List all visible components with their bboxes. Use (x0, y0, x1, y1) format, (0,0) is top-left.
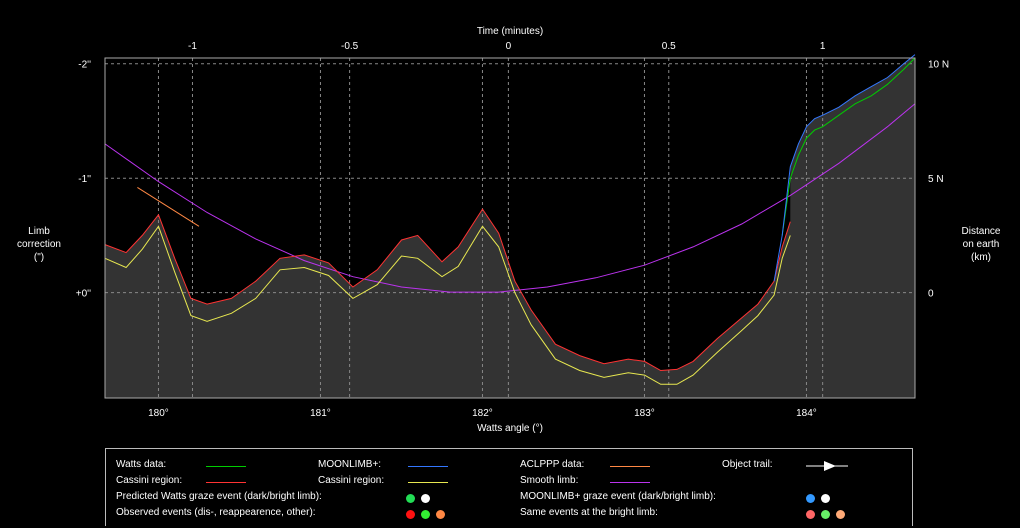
legend-event-dot (421, 510, 430, 519)
left-axis-label-line: correction (17, 239, 61, 250)
right-axis-label: Distance on earth (km) (950, 225, 1012, 264)
time-tick-label: 1 (820, 41, 826, 52)
y-tick-label: -1'' (78, 174, 91, 185)
time-tick-label: 0.5 (662, 41, 676, 52)
legend-same-bright-label: Same events at the bright limb: (520, 507, 658, 518)
legend-box: Watts data: Cassini region: MOONLIMB+: C… (105, 448, 913, 526)
series-line-aclppp (137, 186, 200, 227)
legend-event-dot (436, 510, 445, 519)
right-axis-label-line: on earth (962, 239, 1000, 250)
legend-aclppp-label: ACLPPP data: (520, 459, 585, 470)
time-tick-label: -1 (188, 41, 197, 52)
legend-event-dot (406, 494, 415, 503)
left-axis-label-line: Limb (28, 226, 50, 237)
series-line-smooth (104, 103, 916, 293)
right-axis-label-line: Distance (961, 226, 1001, 237)
x-tick-label: 182° (472, 408, 493, 419)
legend-aclppp-swatch (610, 466, 650, 467)
time-tick-label: 0 (506, 41, 512, 52)
legend-cassini-swatch (206, 482, 246, 483)
legend-cassini-region-swatch (408, 482, 448, 483)
legend-watts-swatch (206, 466, 246, 467)
series-line-cassini (104, 208, 791, 372)
right-tick-label: 10 N (928, 60, 949, 71)
time-tick-label: -0.5 (341, 41, 359, 52)
profile-fill-region (105, 54, 915, 371)
legend-trail-label: Object trail: (722, 459, 773, 470)
legend-trail-arrow-icon (806, 461, 848, 471)
legend-event-dot (836, 510, 845, 519)
legend-event-dot (421, 494, 430, 503)
legend-smooth-swatch (610, 482, 650, 483)
plot-frame (104, 57, 916, 399)
right-axis-label-line: (km) (971, 252, 991, 263)
top-axis-title: Time (minutes) (477, 26, 543, 37)
left-axis-label: Limb correction (") (8, 225, 70, 264)
legend-watts-label: Watts data: (116, 459, 167, 470)
legend-event-dot (821, 510, 830, 519)
y-tick-label: +0'' (76, 289, 91, 300)
x-tick-label: 180° (148, 408, 169, 419)
x-tick-label: 181° (310, 408, 331, 419)
legend-smooth-label: Smooth limb: (520, 475, 579, 486)
legend-event-dot (406, 510, 415, 519)
series-line-cassini_region (104, 225, 791, 385)
legend-observed-label: Observed events (dis-, reappearence, oth… (116, 507, 316, 518)
legend-event-dot (806, 510, 815, 519)
legend-pred-watts-label: Predicted Watts graze event (dark/bright… (116, 491, 322, 502)
legend-moonlimb-label: MOONLIMB+: (318, 459, 382, 470)
x-tick-label: 184° (796, 408, 817, 419)
series-line-moonlimb (773, 54, 916, 282)
limb-profile-chart: Time (minutes) Watts angle (°) 180° 181° 1… (76, 26, 949, 434)
series-line-watts (781, 57, 916, 236)
left-axis-label-line: (") (33, 252, 45, 263)
legend-event-dot (821, 494, 830, 503)
legend-moonlimb-swatch (408, 466, 448, 467)
right-tick-label: 5 N (928, 174, 944, 185)
right-tick-label: 0 (928, 289, 934, 300)
legend-cassini-region-label: Cassini region: (318, 475, 385, 486)
y-tick-label: -2'' (78, 60, 91, 71)
x-tick-label: 183° (634, 408, 655, 419)
legend-cassini-label: Cassini region: (116, 475, 183, 486)
legend-event-dot (806, 494, 815, 503)
legend-pred-moonlimb-label: MOONLIMB+ graze event (dark/bright limb)… (520, 491, 716, 502)
x-axis-title: Watts angle (°) (477, 423, 543, 434)
